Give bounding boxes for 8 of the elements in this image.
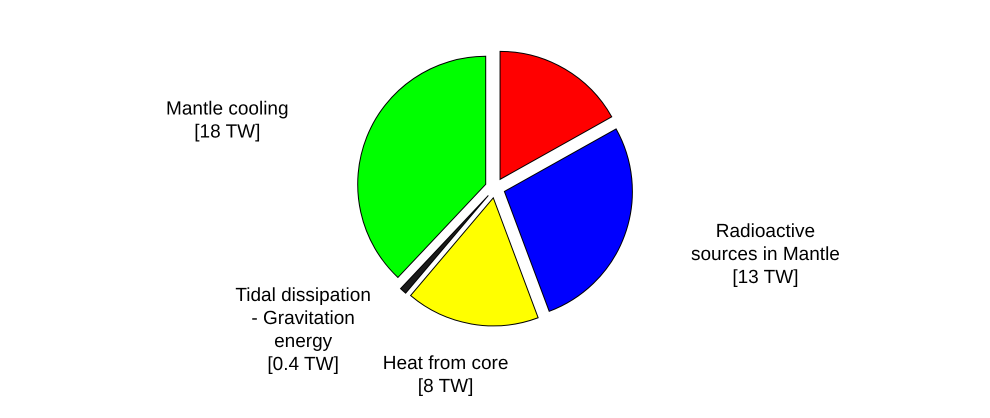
slice-label: Heat from core [382,353,508,374]
data-label: [8 TW] [418,376,474,398]
data-label: [18 TW] [194,122,260,143]
slice-label: Mantle cooling [166,98,289,120]
data-label: [13 TW] [732,267,798,288]
slice-label: Radioactive sources in Mantle [690,221,840,266]
data-label: [0.4 TW] [267,354,339,376]
slice-label: Tidal dissipation - Gravitation energy [235,285,371,352]
